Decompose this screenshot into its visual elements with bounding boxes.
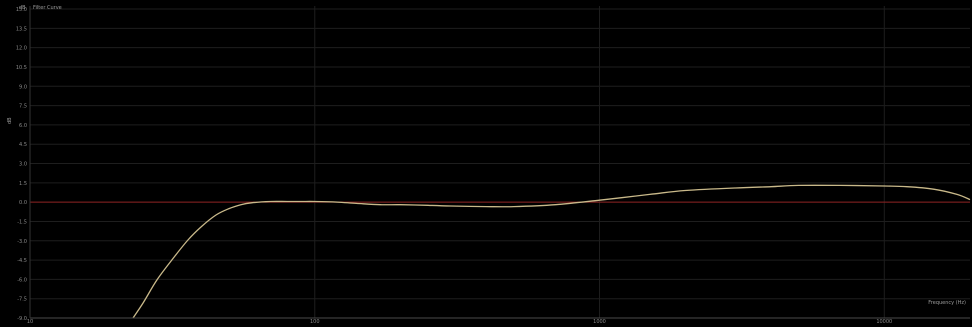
y-tick-label: 9.0: [19, 84, 27, 90]
y-tick-label: 13.5: [16, 26, 27, 32]
x-tick-label: 100: [310, 319, 320, 325]
x-tick-label: 1000: [593, 319, 606, 325]
y-tick-label: 1.5: [19, 181, 27, 187]
y-tick-label: -6.0: [17, 277, 27, 283]
y-tick-label: -9.0: [17, 316, 27, 322]
x-tick-label: 10: [27, 319, 33, 325]
y-tick-label: 6.0: [19, 123, 27, 129]
y-tick-label: -3.0: [17, 239, 27, 245]
y-tick-label: 7.5: [19, 104, 27, 110]
y-tick-label: -7.5: [17, 297, 27, 303]
top-unit-label: dB: [19, 5, 26, 11]
y-tick-label: 3.0: [19, 162, 27, 168]
y-tick-label: -4.5: [17, 258, 27, 264]
frequency-annotation: Frequency (Hz): [928, 300, 966, 306]
y-tick-label: 12.0: [16, 46, 27, 52]
legend-label: Filter Curve: [33, 5, 62, 11]
y-axis-label: dB: [7, 117, 13, 124]
y-tick-label: 0.0: [19, 200, 27, 206]
y-tick-label: -1.5: [17, 219, 27, 225]
x-tick-label: 10000: [876, 319, 892, 325]
y-tick-label: 4.5: [19, 142, 27, 148]
y-tick-label: 10.5: [16, 65, 27, 71]
